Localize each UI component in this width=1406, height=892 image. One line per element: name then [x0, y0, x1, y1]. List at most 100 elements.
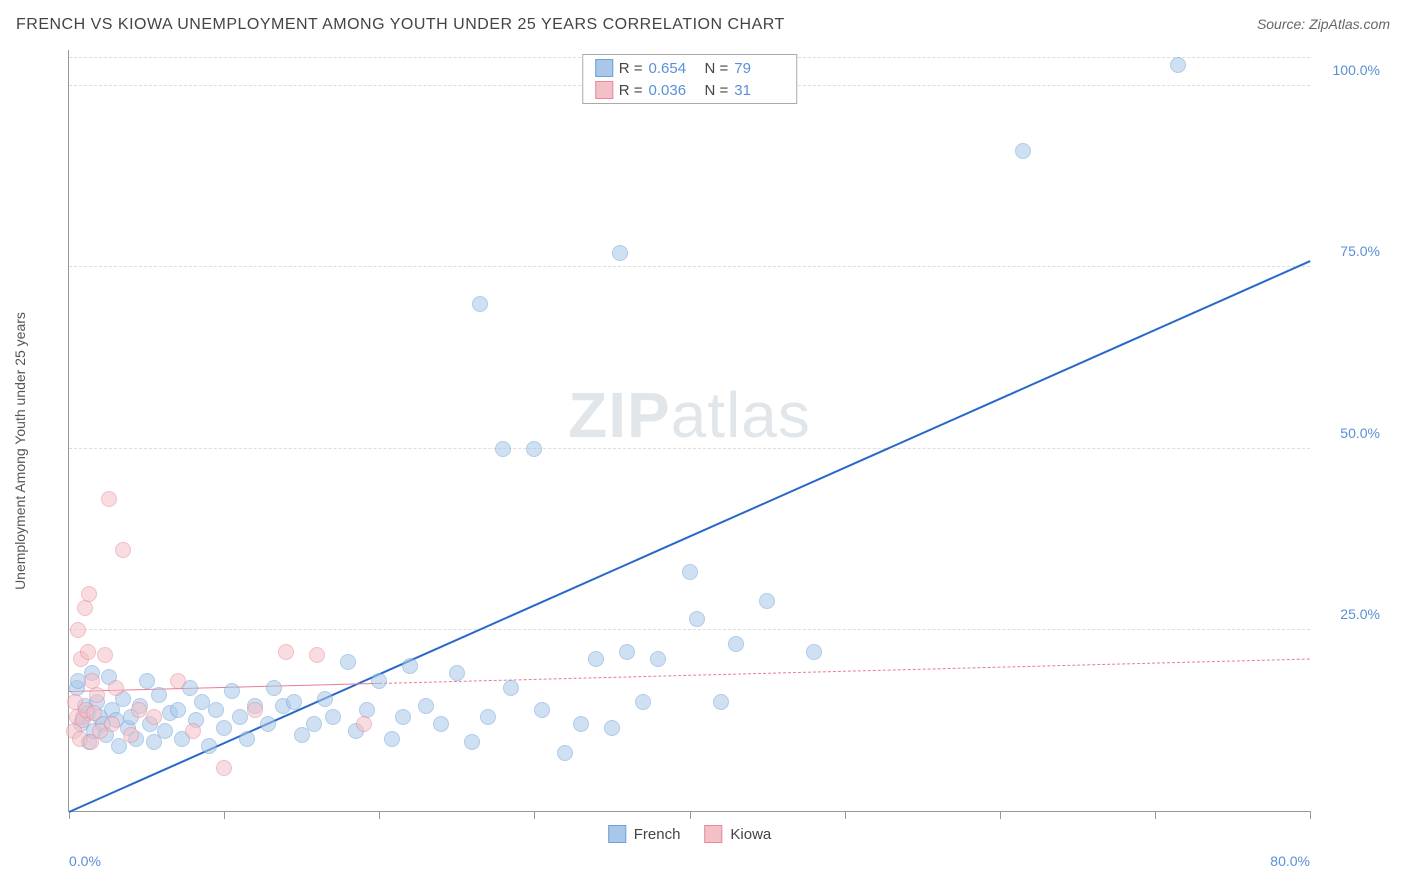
chart-title: FRENCH VS KIOWA UNEMPLOYMENT AMONG YOUTH…	[16, 16, 785, 34]
data-point	[325, 709, 341, 725]
data-point	[359, 702, 375, 718]
data-point	[472, 296, 488, 312]
y-tick-label: 75.0%	[1340, 243, 1380, 259]
data-point	[495, 441, 511, 457]
data-point	[418, 698, 434, 714]
data-point	[384, 731, 400, 747]
data-point	[131, 702, 147, 718]
data-point	[266, 680, 282, 696]
data-point	[97, 647, 113, 663]
data-point	[689, 611, 705, 627]
chart-container: Unemployment Among Youth under 25 years …	[48, 50, 1390, 852]
x-tick-label: 80.0%	[1270, 853, 1310, 869]
data-point	[239, 731, 255, 747]
legend-swatch	[704, 825, 722, 843]
data-point	[151, 687, 167, 703]
data-point	[185, 723, 201, 739]
data-point	[449, 665, 465, 681]
data-point	[224, 683, 240, 699]
x-tick-label: 0.0%	[69, 853, 101, 869]
data-point	[635, 694, 651, 710]
x-tick	[1155, 811, 1156, 819]
x-tick	[534, 811, 535, 819]
data-point	[573, 716, 589, 732]
legend-item: Kiowa	[704, 825, 771, 843]
legend-label: Kiowa	[730, 826, 771, 843]
chart-source: Source: ZipAtlas.com	[1257, 16, 1390, 32]
legend-label: French	[634, 826, 681, 843]
data-point	[115, 542, 131, 558]
data-point	[619, 644, 635, 660]
data-point	[612, 245, 628, 261]
y-tick-label: 50.0%	[1340, 425, 1380, 441]
data-point	[480, 709, 496, 725]
legend-r-label: R =	[619, 60, 643, 77]
data-point	[464, 734, 480, 750]
data-point	[402, 658, 418, 674]
data-point	[340, 654, 356, 670]
legend-item: French	[608, 825, 681, 843]
data-point	[201, 738, 217, 754]
data-point	[70, 622, 86, 638]
data-point	[1015, 143, 1031, 159]
data-point	[232, 709, 248, 725]
legend-row: R =0.036N =31	[583, 79, 797, 101]
data-point	[216, 760, 232, 776]
legend-swatch	[595, 81, 613, 99]
series-legend: French Kiowa	[608, 825, 772, 843]
trend-line	[69, 260, 1311, 813]
plot-area: ZIPatlas R =0.654N =79R =0.036N =31 Fren…	[68, 50, 1310, 812]
data-point	[278, 644, 294, 660]
legend-swatch	[608, 825, 626, 843]
legend-row: R =0.654N =79	[583, 57, 797, 79]
data-point	[157, 723, 173, 739]
gridline	[69, 266, 1310, 267]
x-tick	[1000, 811, 1001, 819]
data-point	[286, 694, 302, 710]
x-tick	[1310, 811, 1311, 819]
y-tick-label: 25.0%	[1340, 606, 1380, 622]
data-point	[146, 709, 162, 725]
legend-r-value: 0.036	[649, 82, 699, 99]
data-point	[682, 564, 698, 580]
y-tick-label: 100.0%	[1333, 62, 1380, 78]
data-point	[534, 702, 550, 718]
x-tick	[690, 811, 691, 819]
data-point	[123, 727, 139, 743]
gridline	[69, 448, 1310, 449]
data-point	[395, 709, 411, 725]
data-point	[806, 644, 822, 660]
data-point	[170, 702, 186, 718]
data-point	[89, 687, 105, 703]
legend-n-label: N =	[705, 60, 729, 77]
data-point	[170, 673, 186, 689]
data-point	[108, 680, 124, 696]
data-point	[317, 691, 333, 707]
data-point	[557, 745, 573, 761]
legend-n-value: 79	[734, 60, 784, 77]
data-point	[306, 716, 322, 732]
correlation-legend: R =0.654N =79R =0.036N =31	[582, 54, 798, 104]
data-point	[371, 673, 387, 689]
data-point	[356, 716, 372, 732]
data-point	[80, 644, 96, 660]
watermark: ZIPatlas	[568, 378, 811, 452]
data-point	[433, 716, 449, 732]
data-point	[208, 702, 224, 718]
legend-r-label: R =	[619, 82, 643, 99]
data-point	[503, 680, 519, 696]
legend-n-value: 31	[734, 82, 784, 99]
data-point	[101, 491, 117, 507]
data-point	[86, 705, 102, 721]
data-point	[139, 673, 155, 689]
data-point	[604, 720, 620, 736]
data-point	[713, 694, 729, 710]
data-point	[728, 636, 744, 652]
data-point	[588, 651, 604, 667]
gridline	[69, 629, 1310, 630]
data-point	[81, 586, 97, 602]
x-tick	[379, 811, 380, 819]
data-point	[247, 702, 263, 718]
data-point	[77, 600, 93, 616]
y-axis-label: Unemployment Among Youth under 25 years	[12, 312, 28, 590]
